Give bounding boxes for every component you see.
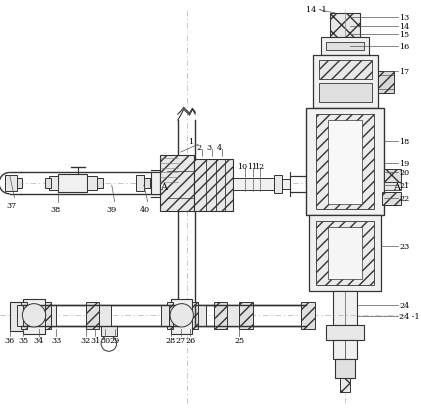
Circle shape: [170, 304, 193, 327]
Bar: [321, 38, 369, 56]
Text: 12: 12: [254, 162, 264, 170]
Bar: [88, 177, 97, 190]
Text: 17: 17: [400, 68, 410, 76]
Text: A: A: [160, 182, 167, 191]
Bar: [328, 121, 362, 204]
Bar: [239, 302, 253, 329]
Bar: [23, 299, 45, 334]
Text: 37: 37: [7, 202, 17, 210]
Bar: [144, 179, 149, 189]
Bar: [160, 156, 195, 212]
Bar: [161, 305, 169, 326]
Text: A: A: [393, 182, 400, 191]
Text: 36: 36: [5, 336, 15, 344]
Text: 38: 38: [51, 206, 61, 214]
Bar: [382, 192, 401, 206]
Text: 14 -1: 14 -1: [306, 6, 327, 14]
Bar: [378, 72, 394, 93]
Bar: [316, 115, 374, 210]
Bar: [233, 179, 274, 190]
Text: 35: 35: [18, 336, 28, 344]
Bar: [21, 302, 27, 329]
Text: 30: 30: [100, 336, 110, 344]
Bar: [384, 169, 401, 183]
Bar: [10, 302, 23, 331]
Bar: [214, 302, 227, 329]
Bar: [85, 302, 99, 329]
Text: 34: 34: [34, 336, 44, 344]
Text: 19: 19: [400, 159, 410, 167]
Bar: [171, 299, 192, 334]
Bar: [45, 179, 51, 189]
Bar: [340, 379, 350, 392]
Bar: [301, 302, 315, 329]
Bar: [5, 176, 16, 192]
Text: 1: 1: [189, 138, 194, 146]
Text: 26: 26: [185, 336, 196, 344]
Text: 28: 28: [166, 336, 176, 344]
Bar: [384, 183, 401, 190]
Bar: [51, 305, 56, 326]
Text: 39: 39: [107, 206, 117, 214]
Text: 31: 31: [90, 336, 100, 344]
Bar: [319, 84, 372, 103]
Bar: [309, 216, 381, 291]
Bar: [319, 61, 372, 80]
Text: 20: 20: [400, 169, 410, 177]
Text: 11: 11: [247, 162, 257, 170]
Text: 32: 32: [80, 336, 91, 344]
Bar: [99, 305, 111, 326]
Bar: [313, 56, 378, 109]
Text: 15: 15: [400, 31, 410, 39]
Text: 21: 21: [400, 182, 410, 190]
Bar: [333, 291, 357, 325]
Bar: [58, 175, 88, 192]
Bar: [227, 305, 239, 326]
Text: 23: 23: [400, 243, 410, 251]
Bar: [328, 227, 362, 280]
Bar: [16, 179, 22, 189]
Bar: [274, 176, 282, 193]
Bar: [335, 359, 355, 379]
Text: 3: 3: [206, 144, 211, 152]
Text: 24 -1: 24 -1: [400, 313, 420, 320]
Bar: [151, 173, 160, 195]
Bar: [192, 302, 198, 329]
Circle shape: [22, 304, 45, 327]
Bar: [325, 43, 365, 51]
Bar: [195, 159, 233, 212]
Text: 25: 25: [234, 336, 244, 344]
Bar: [306, 109, 384, 216]
Text: 29: 29: [109, 336, 120, 344]
Bar: [330, 14, 360, 38]
Bar: [101, 326, 117, 336]
Bar: [316, 221, 374, 285]
Circle shape: [101, 336, 117, 351]
Bar: [198, 305, 206, 326]
Text: 33: 33: [51, 336, 61, 344]
Text: 2: 2: [197, 144, 202, 152]
Bar: [282, 180, 290, 190]
Bar: [45, 302, 51, 329]
Text: 24: 24: [400, 301, 410, 309]
Text: 4: 4: [217, 144, 222, 152]
Bar: [48, 177, 58, 190]
Text: 14: 14: [400, 23, 410, 31]
Text: 22: 22: [400, 194, 410, 202]
Text: 13: 13: [400, 14, 410, 22]
Text: 16: 16: [400, 43, 410, 51]
Text: 27: 27: [176, 336, 186, 344]
Bar: [136, 176, 144, 192]
Bar: [167, 302, 173, 329]
Bar: [333, 340, 357, 359]
Bar: [325, 325, 365, 340]
Text: 40: 40: [140, 206, 150, 214]
Text: 10: 10: [237, 162, 247, 170]
Bar: [97, 179, 103, 189]
Bar: [18, 305, 23, 326]
Text: 18: 18: [400, 138, 410, 146]
